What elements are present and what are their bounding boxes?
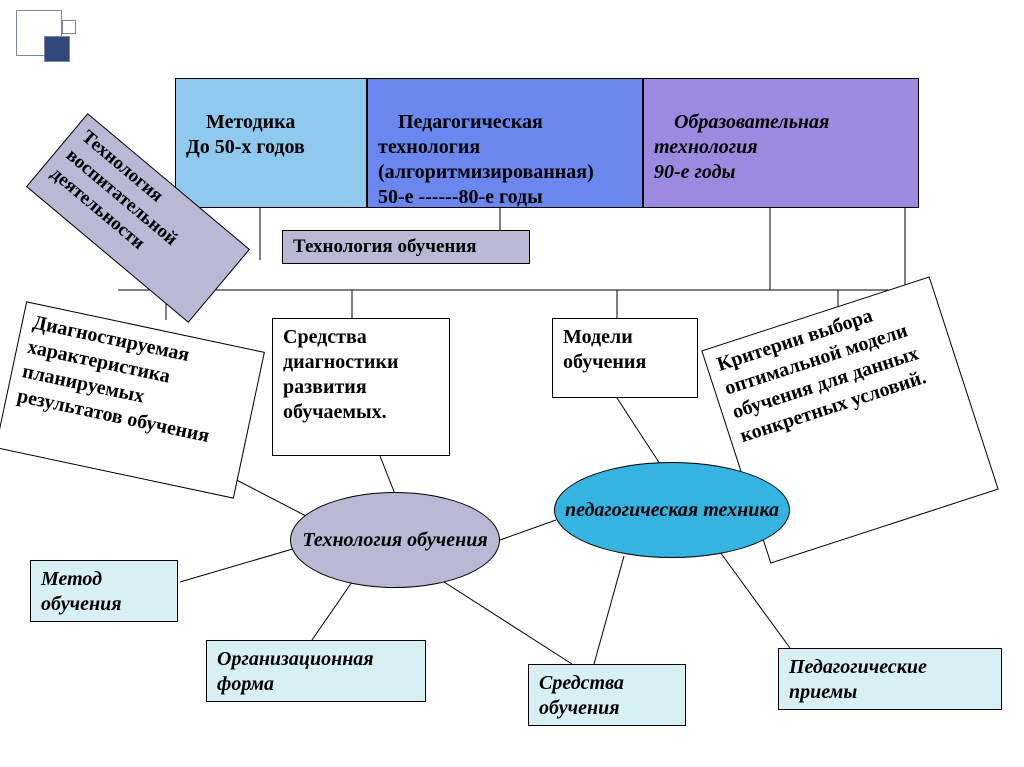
text: Педагогические приемы: [789, 656, 927, 703]
text: Технология воспитательной деятельности: [47, 126, 182, 253]
box-orgforma: Организационная форма: [206, 640, 426, 702]
header-cell-pedtech: Педагогическая технология (алгоритмизиро…: [367, 78, 643, 208]
ellipse-tech-obuch: Технология обучения: [290, 492, 500, 588]
box-metod: Метод обучения: [30, 560, 178, 622]
text: Организационная форма: [217, 648, 374, 695]
text: Педагогическая технология (алгоритмизиро…: [378, 111, 594, 208]
text: Средства диагностики развития обучаемых.: [283, 326, 399, 423]
slide-stage: Методика До 50-х годов Педагогическая те…: [0, 0, 1024, 767]
text: Метод обучения: [41, 568, 122, 615]
box-sredstva-diag: Средства диагностики развития обучаемых.: [272, 318, 450, 456]
ellipse-pedtehnika: педагогическая техника: [554, 462, 790, 558]
box-pedpriemy: Педагогические приемы: [778, 648, 1002, 710]
text: Технология обучения: [302, 529, 487, 552]
header-cell-edu90: Образовательная технология 90-е годы: [643, 78, 919, 208]
header-cell-methodika: Методика До 50-х годов: [175, 78, 367, 208]
decor-sq-2: [44, 36, 70, 62]
text: Средства обучения: [539, 672, 624, 719]
text: Критерии выбора оптимальной модели обуче…: [714, 305, 929, 447]
text: Диагностируемая характеристика планируем…: [15, 311, 211, 447]
text: педагогическая техника: [565, 499, 779, 522]
text: Методика До 50-х годов: [186, 111, 305, 158]
decor-sq-3: [62, 20, 76, 34]
box-sredstva-obuch: Средства обучения: [528, 664, 686, 726]
box-modeli: Модели обучения: [552, 318, 698, 398]
text: Модели обучения: [563, 326, 646, 373]
text: Образовательная технология 90-е годы: [654, 111, 834, 183]
tech-obuch-bar: Технология обучения: [282, 230, 530, 264]
rot-diag: Диагностируемая характеристика планируем…: [0, 301, 265, 498]
text: Технология обучения: [293, 235, 477, 259]
